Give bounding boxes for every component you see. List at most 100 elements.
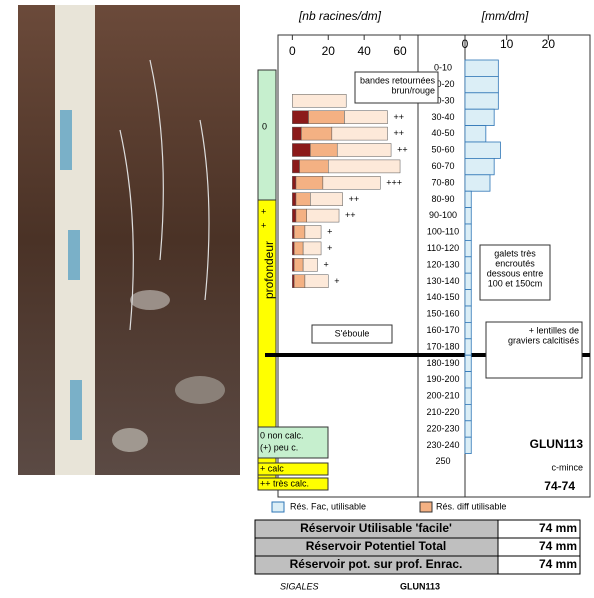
calc-label: 0: [262, 121, 267, 131]
root-density-mark: +++: [386, 177, 402, 187]
depth-label: 40-50: [431, 128, 454, 138]
root-bar: [292, 225, 295, 239]
water-bar: [464, 190, 472, 208]
table-value: 74 mm: [539, 521, 577, 535]
legend-swatch: [419, 501, 433, 513]
root-bar: [295, 192, 311, 206]
calc-legend: (+) peu c.: [260, 442, 298, 452]
root-bar: [292, 192, 297, 206]
water-bar: [464, 371, 472, 389]
root-density-mark: +: [323, 259, 328, 269]
annotation: 100 et 150cm: [488, 278, 543, 288]
profile-code: 74-74: [544, 479, 575, 493]
depth-label: 10-20: [431, 79, 454, 89]
water-bar: [464, 321, 472, 340]
root-bar: [310, 192, 343, 206]
root-bar: [304, 225, 322, 239]
root-bar: [292, 274, 295, 288]
x-tick-label: 60: [393, 44, 407, 58]
root-bar: [331, 126, 388, 141]
x-tick-label: 10: [500, 37, 514, 51]
water-bar: [464, 108, 495, 126]
depth-label: 50-60: [431, 145, 454, 155]
chart-frame: [277, 34, 591, 498]
water-bar: [464, 289, 472, 307]
soil-photo: [18, 5, 240, 475]
legend-swatch: [271, 501, 285, 513]
depth-label: 110-120: [427, 243, 459, 253]
water-bar: [464, 420, 472, 438]
root-bar: [293, 258, 304, 272]
table-label: Réservoir Utilisable 'facile': [300, 521, 452, 535]
root-bar: [306, 208, 340, 223]
calc-legend-box: [257, 462, 329, 476]
depth-label: 200-210: [426, 391, 459, 401]
profile-type: c-mince: [551, 462, 583, 472]
water-bar: [464, 403, 472, 422]
logo: SIGALES: [280, 581, 319, 591]
water-bar: [464, 387, 472, 405]
annotation-box: [479, 244, 551, 301]
root-bar: [336, 143, 392, 157]
annotation: S'éboule: [335, 328, 370, 338]
depth-label: 210-220: [426, 407, 459, 417]
footer-id: GLUN113: [400, 581, 440, 591]
depth-label: 160-170: [426, 325, 459, 335]
root-density-mark: ++: [393, 128, 404, 138]
root-density-mark: ++: [345, 210, 356, 220]
annotation-box: [485, 321, 583, 379]
calc-legend: ++ très calc.: [260, 478, 309, 488]
x-tick-label: 20: [322, 44, 336, 58]
root-bar: [293, 225, 306, 239]
root-bar: [292, 126, 302, 141]
annotation: dessous entre: [487, 268, 544, 278]
water-bar: [464, 338, 472, 356]
x-tick-label: 20: [542, 37, 556, 51]
root-bar: [302, 241, 322, 256]
depth-label: 130-140: [426, 276, 459, 286]
depth-label: 20-30: [431, 95, 454, 105]
root-bar: [295, 208, 307, 223]
calc-legend-box: [257, 477, 329, 491]
water-bar: [464, 223, 472, 241]
annotation: brun/rouge: [391, 85, 435, 95]
water-bar: [464, 76, 499, 94]
water-bar: [464, 141, 501, 159]
calc-legend-box: [257, 426, 329, 459]
root-bar: [293, 274, 306, 288]
legend-label: Rés. diff utilisable: [436, 501, 506, 511]
table-value: 74 mm: [539, 557, 577, 571]
water-bar: [464, 436, 472, 455]
root-bar: [310, 143, 338, 157]
annotation: + lentilles de: [529, 325, 579, 335]
depth-label: 140-150: [426, 292, 459, 302]
root-bar: [292, 241, 295, 256]
depth-label: 230-240: [426, 440, 459, 450]
depth-label: 170-180: [426, 341, 459, 351]
unit-label: [nb racines/dm]: [298, 9, 382, 23]
root-bar: [292, 208, 297, 223]
root-bar: [299, 159, 329, 174]
depth-label: 0-10: [434, 63, 452, 73]
depth-label: 220-230: [426, 423, 459, 433]
legend-label: Rés. Fac, utilisable: [290, 501, 366, 511]
annotation: graviers calcitisés: [508, 335, 580, 345]
root-bar: [292, 110, 309, 124]
root-bar: [295, 176, 324, 190]
root-bar: [292, 258, 295, 272]
x-tick-label: 0: [462, 37, 469, 51]
root-bar: [292, 159, 300, 174]
annotation-box: [311, 324, 393, 344]
water-bar: [464, 92, 499, 110]
root-bar: [302, 258, 318, 272]
annotation-box: [354, 71, 439, 104]
water-bar: [464, 207, 472, 225]
water-bar: [464, 305, 472, 323]
calc-legend: + calc: [260, 463, 284, 473]
water-bar: [464, 59, 499, 77]
root-bar: [292, 94, 347, 108]
root-density-mark: ++: [349, 194, 360, 204]
depth-label: 70-80: [431, 177, 454, 187]
